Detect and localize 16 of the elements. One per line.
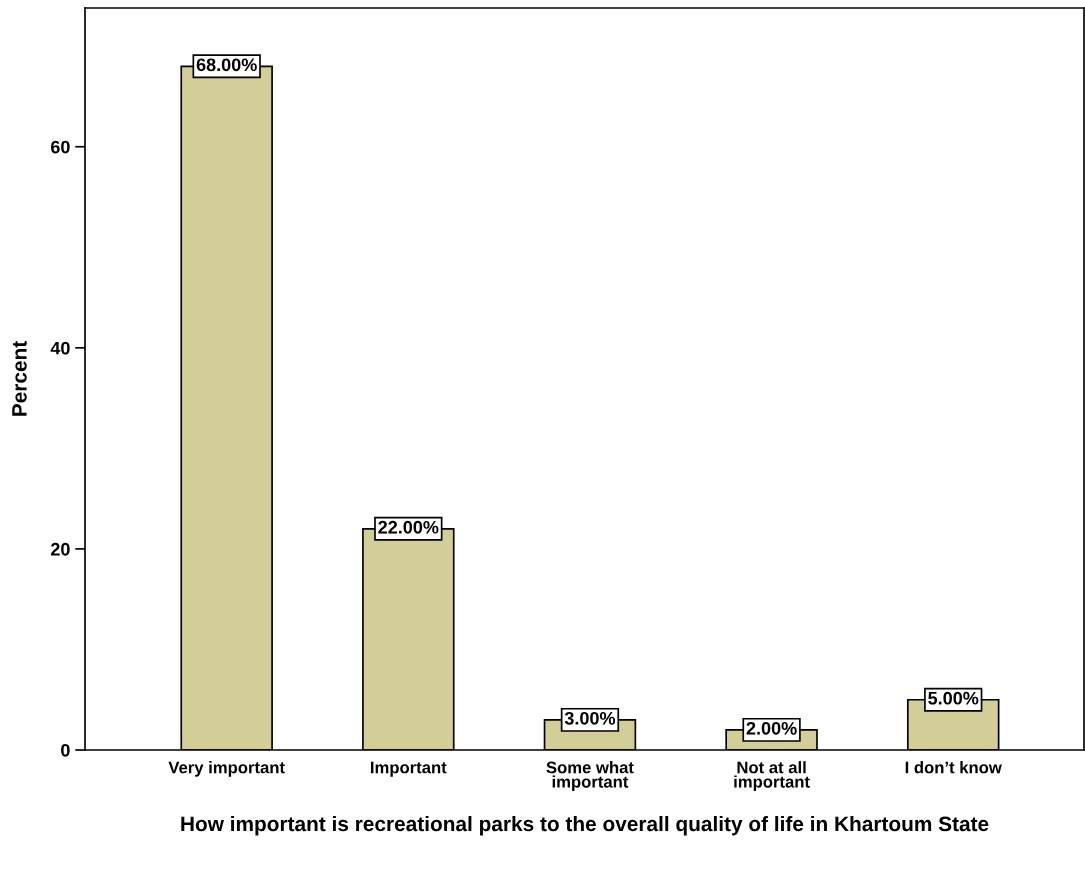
data-label: 2.00% xyxy=(746,721,797,735)
x-tick-label: Some what important xyxy=(546,761,634,791)
data-label: 22.00% xyxy=(378,520,439,534)
data-label: 68.00% xyxy=(196,58,257,72)
x-tick-label: Very important xyxy=(168,761,285,777)
y-axis-title: Percent xyxy=(12,341,27,416)
x-axis-title: How important is recreational parks to the overall quality of life in Khartoum State xyxy=(181,815,989,836)
x-tick-label: Not at all important xyxy=(734,761,810,791)
y-tick-label: 0 xyxy=(61,743,70,757)
x-tick-label: I don’t know xyxy=(905,761,1002,774)
data-label: 3.00% xyxy=(564,711,616,725)
data-label: 5.00% xyxy=(928,691,979,705)
x-tick-label: Important xyxy=(371,761,447,777)
y-tick-label: 20 xyxy=(50,542,70,556)
y-tick-label: 60 xyxy=(51,140,70,154)
y-tick-label: 40 xyxy=(50,341,70,355)
